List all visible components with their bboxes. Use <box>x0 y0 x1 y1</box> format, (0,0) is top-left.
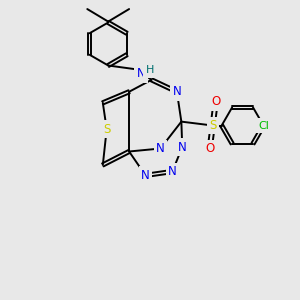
Text: S: S <box>209 119 216 132</box>
Text: N: N <box>172 85 181 98</box>
Text: N: N <box>156 142 165 155</box>
Text: O: O <box>205 142 214 155</box>
Text: N: N <box>137 68 146 80</box>
Text: N: N <box>168 165 177 178</box>
Text: N: N <box>141 169 150 182</box>
Text: O: O <box>211 95 220 108</box>
Text: S: S <box>103 123 110 136</box>
Text: N: N <box>178 140 187 154</box>
Text: H: H <box>146 65 154 75</box>
Text: Cl: Cl <box>258 121 269 130</box>
